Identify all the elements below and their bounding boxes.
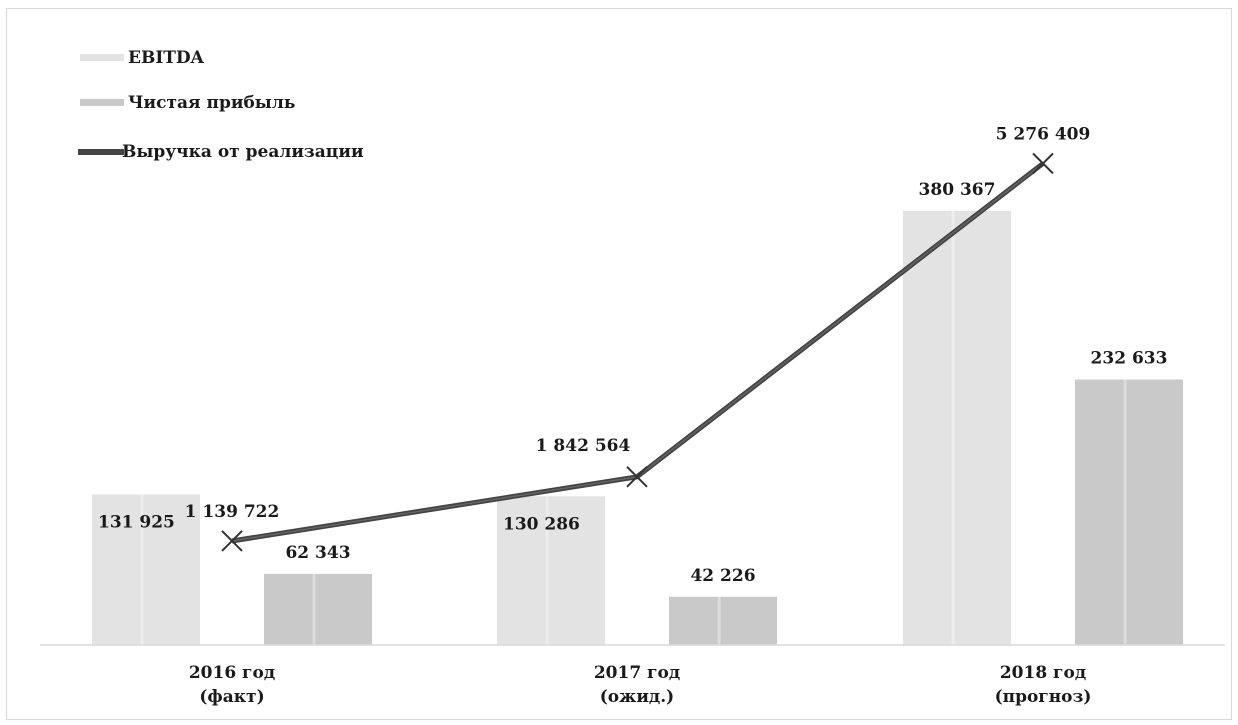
bar-texture-stripe xyxy=(312,573,316,645)
bar-texture-stripe xyxy=(951,210,955,645)
x-tick-label-line: (прогноз) xyxy=(995,687,1092,707)
legend-label: Выручка от реализации xyxy=(122,142,364,162)
x-marker-stroke xyxy=(221,530,243,552)
bar-texture-stripe xyxy=(545,496,549,645)
legend-item-2: Выручка от реализации xyxy=(78,142,364,162)
x-tick-label: 2018 год (прогноз) xyxy=(995,663,1092,707)
chart-frame xyxy=(6,8,1232,720)
revenue-point-1 xyxy=(626,466,648,488)
bar-value-label: 62 343 xyxy=(285,543,350,563)
bar-value-label: 131 925 xyxy=(98,512,175,532)
bar-texture-stripe xyxy=(717,596,721,645)
bar-value-label: 380 367 xyxy=(919,180,996,200)
x-tick-label: 2017 год (ожид.) xyxy=(594,663,680,707)
legend: EBITDA Чистая прибыль Выручка от реализаци… xyxy=(78,48,364,162)
x-tick-label-line: 2018 год xyxy=(1000,663,1086,683)
x-tick-label-line: (факт) xyxy=(199,687,264,707)
line-layer xyxy=(221,152,1054,552)
bar-ebitda-0 xyxy=(92,494,200,645)
legend-swatch xyxy=(80,54,124,61)
revenue-value-label: 5 276 409 xyxy=(996,124,1091,144)
bars-layer xyxy=(92,210,1183,645)
bar-value-label: 232 633 xyxy=(1091,348,1168,368)
revenue-value-label: 1 139 722 xyxy=(185,502,280,522)
legend-item-1: Чистая прибыль xyxy=(80,93,295,113)
bar-net-profit-1 xyxy=(669,596,777,645)
legend-swatch xyxy=(80,99,124,106)
bar-value-label: 130 286 xyxy=(503,514,580,534)
x-tick-label-line: (ожид.) xyxy=(600,687,674,707)
legend-label: EBITDA xyxy=(128,48,205,68)
bar-texture-stripe xyxy=(140,494,144,645)
bar-ebitda-1 xyxy=(497,496,605,645)
x-marker-stroke xyxy=(1032,152,1054,175)
revenue-value-label: 1 842 564 xyxy=(536,436,631,456)
revenue-point-0 xyxy=(221,530,243,552)
ticks-layer: 2016 год (факт) 2017 год (ожид.) 2018 год (пр… xyxy=(189,663,1092,707)
x-tick-label: 2016 год (факт) xyxy=(189,663,275,707)
bar-value-label: 42 226 xyxy=(690,566,755,586)
x-tick-label-line: 2017 год xyxy=(594,663,680,683)
bar-net-profit-2 xyxy=(1075,379,1183,645)
bar-net-profit-0 xyxy=(264,573,372,645)
x-tick-label-line: 2016 год xyxy=(189,663,275,683)
legend-item-0: EBITDA xyxy=(80,48,205,68)
x-marker-stroke xyxy=(626,466,648,488)
bar-texture-stripe xyxy=(1123,379,1127,645)
bar-ebitda-2 xyxy=(903,210,1011,645)
legend-label: Чистая прибыль xyxy=(128,93,295,113)
revenue-point-2 xyxy=(1032,152,1054,175)
labels-layer: 131 925 130 286 380 367 62 343 42 226 232 633… xyxy=(98,124,1167,585)
